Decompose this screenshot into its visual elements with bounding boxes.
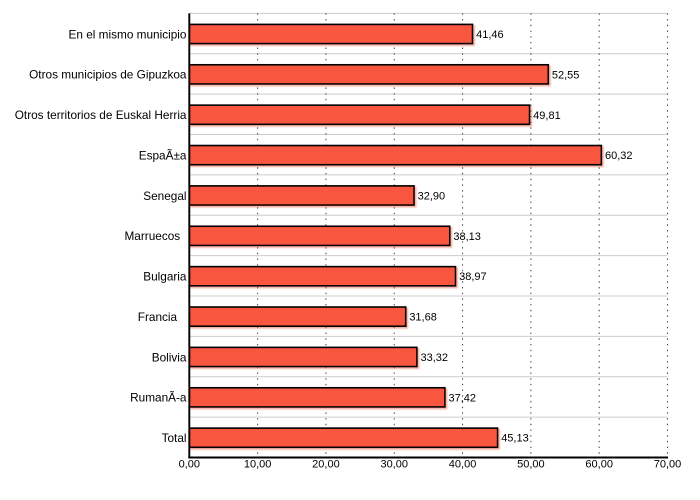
svg-text:45,13: 45,13: [501, 433, 529, 445]
svg-text:37,42: 37,42: [449, 392, 477, 404]
svg-text:33,32: 33,32: [421, 352, 449, 364]
svg-text:70,00: 70,00: [654, 459, 682, 471]
svg-text:50,00: 50,00: [517, 459, 545, 471]
svg-text:32,90: 32,90: [418, 190, 446, 202]
svg-text:EspaÃ±a: EspaÃ±a: [139, 148, 187, 162]
svg-text:Francia: Francia: [138, 310, 178, 324]
svg-text:Total: Total: [162, 431, 187, 445]
svg-text:31,68: 31,68: [409, 312, 437, 324]
svg-text:Marruecos: Marruecos: [124, 229, 180, 243]
svg-text:Senegal: Senegal: [143, 189, 186, 203]
svg-text:RumanÃ-a: RumanÃ-a: [130, 391, 187, 405]
svg-text:10,00: 10,00: [244, 459, 272, 471]
svg-text:30,00: 30,00: [380, 459, 408, 471]
svg-text:En el mismo municipio: En el mismo municipio: [68, 27, 186, 41]
svg-text:52,55: 52,55: [552, 69, 580, 81]
svg-text:38,97: 38,97: [459, 271, 487, 283]
svg-text:0,00: 0,00: [179, 459, 200, 471]
svg-text:60,32: 60,32: [605, 150, 633, 162]
svg-text:Otros municipios de Gipuzkoa: Otros municipios de Gipuzkoa: [29, 68, 187, 82]
svg-text:41,46: 41,46: [476, 29, 504, 41]
svg-text:Bolivia: Bolivia: [152, 350, 187, 364]
svg-text:Bulgaria: Bulgaria: [143, 270, 187, 284]
svg-text:49,81: 49,81: [533, 110, 561, 122]
svg-text:Otros territorios de Euskal He: Otros territorios de Euskal Herria: [15, 108, 187, 122]
svg-text:38,13: 38,13: [453, 231, 481, 243]
svg-text:40,00: 40,00: [449, 459, 477, 471]
svg-text:60,00: 60,00: [585, 459, 613, 471]
svg-text:20,00: 20,00: [312, 459, 340, 471]
